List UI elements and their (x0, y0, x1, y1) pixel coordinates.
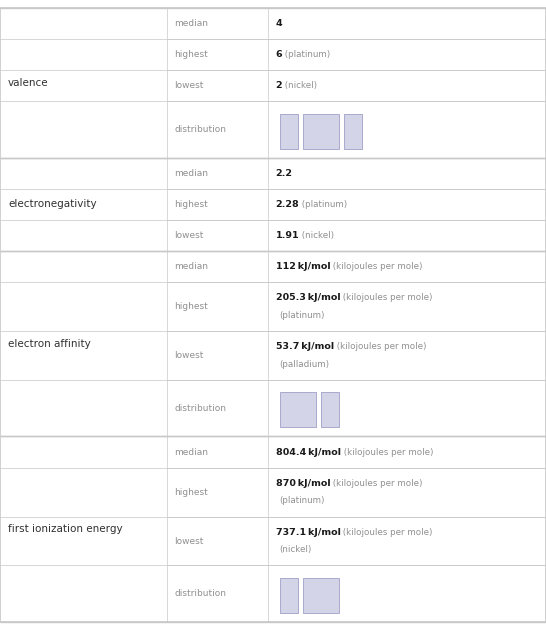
Text: 2.28: 2.28 (276, 200, 299, 209)
Text: median: median (175, 447, 209, 457)
Bar (280, 114, 298, 149)
Text: lowest: lowest (175, 351, 204, 360)
Text: (platinum): (platinum) (280, 311, 325, 320)
Text: 4: 4 (276, 19, 282, 28)
Text: (kilojoules per mole): (kilojoules per mole) (340, 528, 433, 537)
Text: (kilojoules per mole): (kilojoules per mole) (330, 479, 423, 488)
Text: highest: highest (175, 302, 208, 311)
Text: (nickel): (nickel) (280, 546, 312, 554)
Text: 112 kJ/mol: 112 kJ/mol (276, 262, 330, 271)
Text: lowest: lowest (175, 81, 204, 90)
Text: highest: highest (175, 200, 208, 209)
Bar (280, 392, 316, 428)
Text: 205.3 kJ/mol: 205.3 kJ/mol (276, 293, 340, 302)
Text: 1.91: 1.91 (276, 231, 299, 240)
Text: lowest: lowest (175, 231, 204, 240)
Text: valence: valence (8, 78, 49, 88)
Text: electronegativity: electronegativity (8, 199, 97, 209)
Bar (302, 578, 339, 613)
Text: (platinum): (platinum) (299, 200, 348, 209)
Text: first ionization energy: first ionization energy (8, 524, 123, 534)
Text: 2: 2 (276, 81, 282, 90)
Bar (321, 392, 339, 428)
Text: distribution: distribution (175, 125, 227, 134)
Text: median: median (175, 19, 209, 28)
Bar (280, 578, 298, 613)
Text: (kilojoules per mole): (kilojoules per mole) (340, 293, 432, 302)
Text: (kilojoules per mole): (kilojoules per mole) (341, 447, 433, 457)
Text: (platinum): (platinum) (280, 496, 325, 505)
Text: median: median (175, 262, 209, 271)
Text: lowest: lowest (175, 537, 204, 546)
Text: 737.1 kJ/mol: 737.1 kJ/mol (276, 528, 340, 537)
Bar (302, 114, 339, 149)
Text: (nickel): (nickel) (299, 231, 334, 240)
Text: (kilojoules per mole): (kilojoules per mole) (330, 262, 423, 271)
Text: distribution: distribution (175, 404, 227, 413)
Text: (platinum): (platinum) (282, 50, 330, 59)
Text: (nickel): (nickel) (282, 81, 317, 90)
Text: 6: 6 (276, 50, 282, 59)
Text: 2.2: 2.2 (276, 169, 293, 178)
Text: highest: highest (175, 488, 208, 496)
Text: 53.7 kJ/mol: 53.7 kJ/mol (276, 342, 334, 351)
Text: (kilojoules per mole): (kilojoules per mole) (334, 342, 426, 351)
Text: (palladium): (palladium) (280, 360, 330, 369)
Text: electron affinity: electron affinity (8, 339, 91, 349)
Text: 804.4 kJ/mol: 804.4 kJ/mol (276, 447, 341, 457)
Bar (343, 114, 361, 149)
Text: highest: highest (175, 50, 208, 59)
Text: 870 kJ/mol: 870 kJ/mol (276, 479, 330, 488)
Text: distribution: distribution (175, 589, 227, 598)
Text: median: median (175, 169, 209, 178)
